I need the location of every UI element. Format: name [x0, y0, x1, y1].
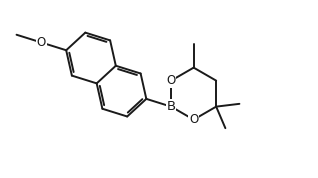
- Text: O: O: [37, 36, 46, 49]
- Text: B: B: [167, 100, 176, 113]
- Text: O: O: [189, 113, 198, 126]
- Text: O: O: [167, 74, 176, 87]
